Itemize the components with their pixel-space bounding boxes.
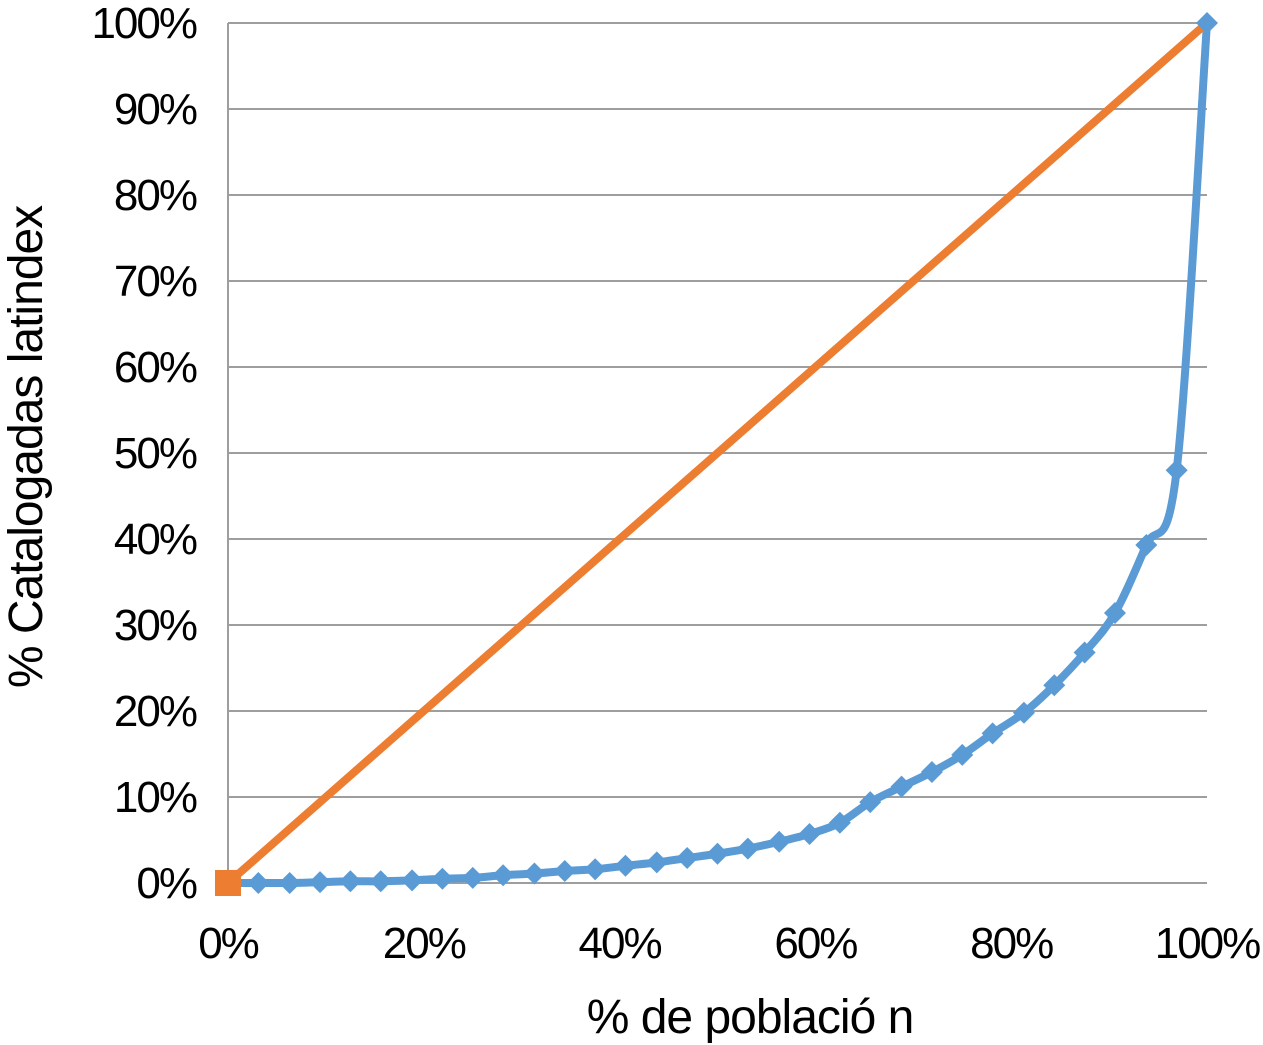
x-tick-label: 0% [198, 919, 258, 968]
curve-point-diamond-marker [553, 859, 576, 882]
y-tick-label: 0% [136, 859, 196, 908]
curve-point-diamond-marker [981, 722, 1004, 745]
curve-point-diamond-marker [1073, 641, 1096, 664]
curve-point-diamond-marker [859, 791, 882, 814]
diagonal-origin-square-marker [215, 870, 241, 896]
y-tick-label: 100% [91, 0, 196, 48]
curve-point-diamond-marker [247, 872, 270, 894]
y-tick-label: 90% [114, 85, 197, 134]
y-tick-label: 40% [114, 515, 197, 564]
curve-point-diamond-marker [523, 862, 546, 885]
curve-point-diamond-marker [828, 811, 851, 834]
curve-point-diamond-marker [645, 851, 668, 874]
curve-point-diamond-marker [1165, 459, 1188, 482]
x-tick-label: 80% [970, 919, 1053, 968]
curve-point-diamond-marker [890, 775, 913, 798]
curve-point-diamond-marker [584, 858, 607, 881]
y-tick-label: 50% [114, 429, 197, 478]
x-tick-label: 20% [383, 919, 466, 968]
curve-point-diamond-marker [1103, 601, 1126, 624]
curve-point-diamond-marker [676, 847, 699, 870]
x-axis-title: % de població n [586, 991, 915, 1044]
curve-point-diamond-marker [1135, 534, 1158, 557]
curve-point-diamond-marker [951, 743, 974, 766]
curve-point-diamond-marker [768, 830, 791, 853]
y-axis-title: % Catalogadas latindex [0, 205, 53, 689]
y-tick-label: 70% [114, 257, 197, 306]
curve-point-diamond-marker [736, 837, 759, 860]
curve-point-diamond-marker [1043, 674, 1066, 697]
y-tick-label: 60% [114, 343, 197, 392]
equality-diagonal-line [224, 19, 1211, 887]
curve-point-diamond-marker [369, 870, 392, 893]
y-tick-label: 20% [114, 687, 197, 736]
y-tick-label: 30% [114, 601, 197, 650]
x-tick-label: 40% [579, 919, 662, 968]
curve-point-diamond-marker [309, 871, 332, 894]
curve-point-diamond-marker [614, 854, 637, 877]
curve-point-diamond-marker [461, 866, 484, 889]
curve-point-diamond-marker [798, 822, 821, 845]
curve-point-diamond-marker [339, 870, 362, 893]
curve-point-diamond-marker [431, 867, 454, 890]
curve-point-diamond-marker [1012, 701, 1035, 724]
y-tick-label: 10% [114, 773, 197, 822]
x-tick-label: 100% [1155, 919, 1260, 968]
curve-point-diamond-marker [706, 842, 729, 865]
curve-point-diamond-marker [1196, 12, 1218, 34]
curve-point-diamond-marker [278, 872, 301, 894]
x-tick-label: 60% [774, 919, 857, 968]
curve-point-diamond-marker [492, 864, 515, 887]
curve-point-diamond-marker [920, 761, 943, 784]
y-tick-label: 80% [114, 171, 197, 220]
curve-point-diamond-marker [401, 869, 424, 892]
